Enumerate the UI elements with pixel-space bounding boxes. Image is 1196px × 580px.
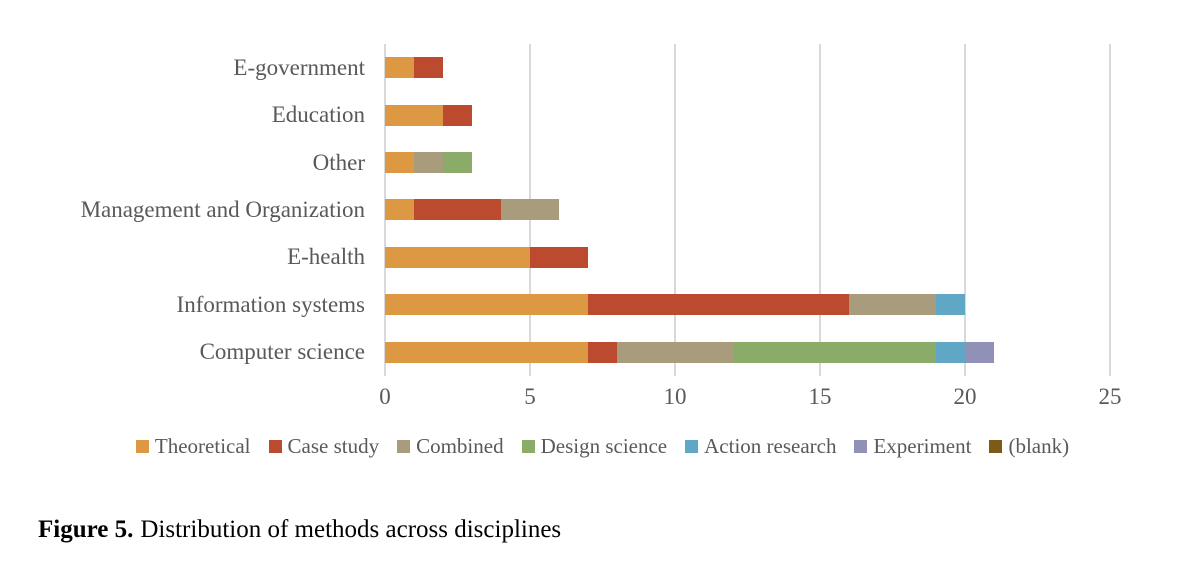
stacked-bar <box>385 152 472 174</box>
stacked-bar <box>385 341 994 363</box>
bar-segment-case-study <box>588 341 617 363</box>
gridline <box>674 44 676 376</box>
legend-item-case-study: Case study <box>268 434 380 459</box>
gridline <box>1109 44 1111 376</box>
stacked-bar <box>385 199 559 221</box>
x-tick-label: 10 <box>663 384 687 409</box>
bar-row <box>385 329 1110 376</box>
legend-swatch-icon <box>685 440 699 453</box>
bar-segment-design-science <box>733 341 936 363</box>
stacked-bar <box>385 57 443 79</box>
category-label: Other <box>312 149 365 175</box>
legend-label: Design science <box>540 434 668 458</box>
bar-segment-experiment <box>965 341 994 363</box>
gridline <box>964 44 966 376</box>
category-label: Computer science <box>199 339 365 365</box>
stacked-bar-chart-plot-area <box>384 44 1111 376</box>
bar-row <box>385 186 1110 233</box>
bar-segment-case-study <box>414 57 443 79</box>
legend-item-action-research: Action research <box>685 434 836 459</box>
legend-swatch-icon <box>854 440 868 453</box>
legend-label: Action research <box>704 434 837 458</box>
figure-caption-text: Distribution of methods across disciplin… <box>140 516 562 543</box>
stacked-bar <box>385 294 965 316</box>
bar-segment-case-study <box>530 246 588 268</box>
chart-legend: Theoretical Case study Combined Design scie… <box>40 434 1165 459</box>
bar-segment-theoretical <box>385 246 530 268</box>
legend-item-combined: Combined <box>397 434 504 459</box>
legend-label: (blank) <box>1008 434 1070 458</box>
legend-item-design-science: Design science <box>521 434 668 459</box>
x-tick-label: 20 <box>953 384 977 409</box>
x-tick-label: 0 <box>379 384 391 409</box>
bar-row <box>385 281 1110 328</box>
bar-segment-action-research <box>936 294 965 316</box>
bar-row <box>385 234 1110 281</box>
gridline <box>819 44 821 376</box>
x-tick-label: 25 <box>1098 384 1122 409</box>
legend-swatch-icon <box>989 440 1003 453</box>
bar-segment-theoretical <box>385 57 414 79</box>
bar-segment-theoretical <box>385 199 414 221</box>
legend-label: Theoretical <box>154 434 251 458</box>
legend-swatch-icon <box>521 440 535 453</box>
figure-caption: Figure 5. Distribution of methods across … <box>38 516 561 544</box>
bar-segment-case-study <box>443 104 472 126</box>
bar-row <box>385 139 1110 186</box>
bar-segment-design-science <box>443 152 472 174</box>
stacked-bar <box>385 246 588 268</box>
bar-segment-case-study <box>588 294 849 316</box>
bar-segment-action-research <box>936 341 965 363</box>
stacked-bar <box>385 104 472 126</box>
bar-segment-combined <box>849 294 936 316</box>
category-label: E-government <box>233 54 365 80</box>
bar-segment-theoretical <box>385 341 588 363</box>
legend-item-theoretical: Theoretical <box>135 434 251 459</box>
legend-item--blank-: (blank) <box>989 434 1069 459</box>
bar-segment-combined <box>414 152 443 174</box>
x-tick-label: 15 <box>808 384 832 409</box>
category-label: Information systems <box>176 291 365 317</box>
legend-item-experiment: Experiment <box>854 434 971 459</box>
bar-segment-combined <box>501 199 559 221</box>
bar-row <box>385 44 1110 91</box>
category-axis: E-government Education Other Management and… <box>0 44 375 376</box>
category-label: Education <box>271 102 365 128</box>
legend-swatch-icon <box>135 440 149 453</box>
bar-segment-theoretical <box>385 152 414 174</box>
bar-segment-theoretical <box>385 104 443 126</box>
legend-swatch-icon <box>268 440 282 453</box>
legend-label: Combined <box>416 434 504 458</box>
figure-caption-label: Figure 5. <box>38 516 134 543</box>
bar-segment-case-study <box>414 199 501 221</box>
category-label: Management and Organization <box>80 197 365 222</box>
bar-segment-combined <box>617 341 733 363</box>
x-tick-label: 5 <box>524 384 536 409</box>
legend-label: Case study <box>287 434 380 458</box>
category-label: E-health <box>287 244 365 270</box>
legend-swatch-icon <box>397 440 411 453</box>
bar-segment-theoretical <box>385 294 588 316</box>
legend-label: Experiment <box>873 434 972 458</box>
bar-row <box>385 91 1110 138</box>
